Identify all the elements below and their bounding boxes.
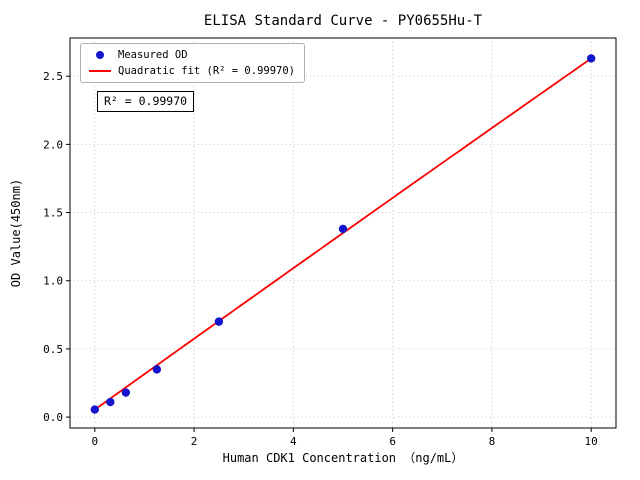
y-tick-label: 1.5: [43, 207, 63, 220]
y-tick-label: 2.5: [43, 70, 63, 83]
x-tick-label: 2: [191, 435, 198, 448]
y-tick-label: 1.0: [43, 275, 63, 288]
y-axis-label: OD Value(450nm): [9, 178, 23, 288]
data-point: [90, 405, 100, 414]
data-point: [152, 365, 162, 374]
legend-label-measured-od: Measured OD: [118, 49, 188, 61]
data-point: [586, 54, 596, 63]
line-marker-icon: [89, 70, 111, 72]
scatter-marker-icon: [96, 51, 104, 59]
chart-title: ELISA Standard Curve - PY0655Hu-T: [203, 13, 483, 29]
x-tick-label: 6: [389, 435, 396, 448]
legend-marker-cell: [88, 70, 112, 72]
x-tick-label: 0: [92, 435, 99, 448]
y-tick-label: 0.0: [43, 411, 63, 424]
data-point: [214, 317, 224, 326]
plot-border: [69, 37, 617, 429]
x-tick-label: 8: [489, 435, 496, 448]
legend-label-quadratic-fit: Quadratic fit (R² = 0.99970): [118, 65, 296, 77]
legend-item-quadratic-fit: Quadratic fit (R² = 0.99970): [88, 65, 295, 77]
x-axis-label: Human CDK1 Concentration （ng/mL）: [222, 451, 464, 465]
legend-marker-cell: [88, 51, 112, 59]
y-tick-label: 0.5: [43, 343, 63, 356]
x-tick-label: 10: [585, 435, 598, 448]
legend-item-measured-od: Measured OD: [88, 49, 295, 61]
data-point: [106, 397, 115, 407]
legend: Measured OD Quadratic fit (R² = 0.99970): [80, 43, 306, 83]
data-point: [338, 224, 348, 234]
x-tick-label: 4: [290, 435, 297, 448]
y-tick-label: 2.0: [43, 138, 63, 151]
r-squared-annotation: R² = 0.99970: [97, 91, 195, 112]
data-point: [121, 388, 131, 397]
